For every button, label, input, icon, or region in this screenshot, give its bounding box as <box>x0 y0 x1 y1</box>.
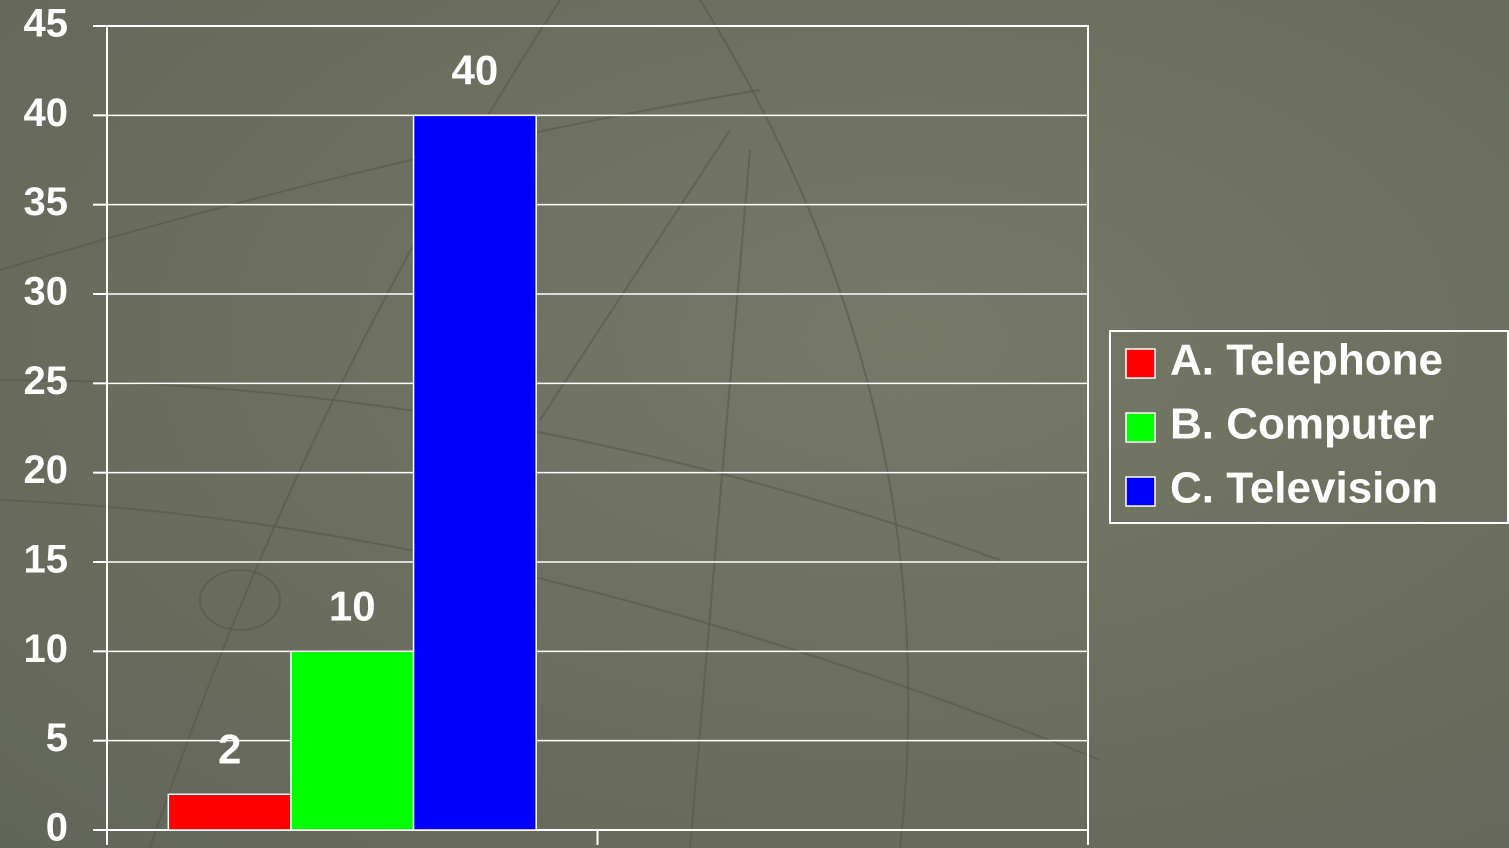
legend-label: C. Television <box>1170 464 1438 513</box>
y-tick-label: 40 <box>24 91 69 135</box>
y-tick-label: 25 <box>24 359 69 403</box>
y-tick-label: 20 <box>24 448 69 492</box>
y-tick-label: 0 <box>46 806 68 848</box>
bar <box>412 114 537 831</box>
plot-area <box>106 25 1089 831</box>
data-label: 40 <box>452 46 499 93</box>
background-decoration <box>0 0 1101 848</box>
legend-swatch <box>1125 476 1156 507</box>
legend-label: B. Computer <box>1170 400 1434 449</box>
legend-swatch <box>1125 412 1156 443</box>
legend-label: A. Telephone <box>1170 336 1443 385</box>
y-tick-label: 35 <box>24 180 69 224</box>
bar <box>290 650 415 831</box>
y-tick-label: 45 <box>24 2 69 46</box>
data-label: 10 <box>329 582 376 629</box>
y-tick-label: 30 <box>24 270 69 314</box>
y-tick-label: 5 <box>46 716 68 760</box>
data-label: 2 <box>218 725 241 772</box>
legend-box <box>1109 330 1509 524</box>
legend-swatch <box>1125 348 1156 379</box>
y-tick-label: 15 <box>24 538 69 582</box>
bar <box>167 793 292 831</box>
y-tick-label: 10 <box>24 627 69 671</box>
